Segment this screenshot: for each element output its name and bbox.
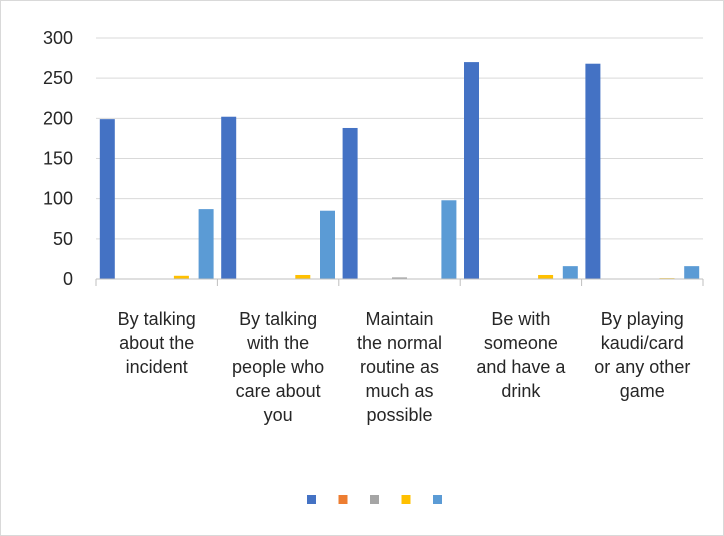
- bar: [441, 200, 457, 279]
- y-tick-label: 0: [63, 269, 73, 289]
- y-axis-ticks: 0 50 100 150 200 250 300: [43, 28, 73, 289]
- legend-marker: [307, 495, 316, 504]
- bar: [562, 266, 578, 279]
- category-label: Be with someone and have a drink: [476, 309, 566, 401]
- y-tick-label: 300: [43, 28, 73, 48]
- category-label: By playing kaudi/card or any other game: [594, 309, 690, 401]
- bar: [198, 209, 214, 279]
- legend-marker: [401, 495, 411, 504]
- bars: [99, 62, 700, 280]
- category-label: By talking about the incident: [118, 309, 196, 377]
- category-label: By talking with the people who care about yo…: [232, 309, 324, 425]
- category-labels: By talking about the incident By talking wit…: [118, 309, 691, 425]
- bar: [538, 274, 554, 279]
- bar: [392, 277, 407, 279]
- bar: [221, 116, 237, 279]
- bar: [99, 119, 115, 280]
- category-label: Maintain the normal routine as much as possi…: [357, 309, 442, 425]
- bar: [585, 63, 601, 279]
- x-axis: [95, 278, 704, 286]
- bar: [342, 127, 358, 280]
- legend-marker: [370, 495, 379, 504]
- y-tick-label: 50: [53, 229, 73, 249]
- legend-marker: [338, 495, 348, 504]
- bar: [684, 266, 700, 279]
- bar: [464, 62, 479, 279]
- legend-marker: [433, 495, 442, 504]
- y-tick-label: 100: [43, 189, 73, 209]
- bar: [320, 210, 335, 279]
- y-tick-label: 150: [43, 149, 73, 169]
- y-tick-label: 250: [43, 68, 73, 88]
- gridlines: [96, 37, 703, 240]
- bar: [295, 274, 311, 279]
- bar: [173, 275, 189, 279]
- y-tick-label: 200: [43, 108, 73, 128]
- legend: [307, 495, 442, 504]
